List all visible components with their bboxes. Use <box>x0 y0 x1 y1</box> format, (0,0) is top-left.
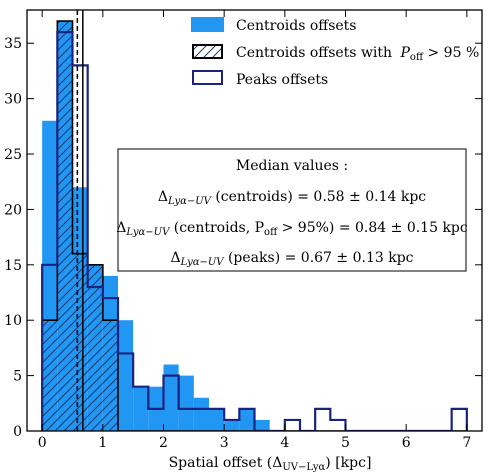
y-tick-label: 5 <box>13 369 22 385</box>
legend-swatch-centroids-pvalue <box>192 44 223 59</box>
x-tick-label: 7 <box>462 435 471 451</box>
centroids-pvalue-bar <box>87 264 103 431</box>
x-tick-label: 5 <box>341 435 350 451</box>
centroids-bar <box>133 386 149 431</box>
y-tick-label: 30 <box>4 92 22 108</box>
centroids-bar <box>239 408 255 431</box>
centroids-bar <box>193 397 209 431</box>
y-tick-label: 35 <box>4 36 22 52</box>
axis-ticks: 0 1 2 3 4 5 6 7 0 5 10 15 20 25 30 35 <box>4 10 482 451</box>
legend-label-peaks: Peaks offsets <box>236 72 328 88</box>
x-tick-label: 4 <box>280 435 289 451</box>
peaks-step-outline <box>41 31 468 431</box>
y-tick-label: 20 <box>4 202 22 218</box>
centroids-bar <box>209 408 225 431</box>
annotation-line-centroids: ΔLyα−UV (centroids) = 0.58 ± 0.14 kpc <box>158 189 426 207</box>
legend-label-centroids-pvalue: Centroids offsets with Poff > 95 % <box>236 45 479 63</box>
centroids-bar <box>163 364 179 431</box>
x-axis-label: Spatial offset (ΔUV−Lyα) [kpc] <box>169 455 372 473</box>
centroids-bar <box>118 320 134 431</box>
median-annotation: Median values : ΔLyα−UV (centroids) = 0.… <box>116 148 468 272</box>
annotation-line-centroids-pvalue: ΔLyα−UV (centroids, Poff > 95%) = 0.84 ±… <box>116 220 468 238</box>
legend: Centroids offsets Centroids offsets with… <box>191 17 479 88</box>
y-tick-label: 0 <box>13 424 22 440</box>
legend-swatch-centroids <box>191 17 224 32</box>
centroids-pvalue-bar <box>42 320 58 431</box>
centroids-pvalue-bars <box>41 20 467 431</box>
peaks-outline <box>41 31 468 431</box>
y-tick-label: 15 <box>4 258 22 274</box>
centroids-pvalue-bar <box>72 253 88 431</box>
x-tick-label: 0 <box>38 435 47 451</box>
median-lines <box>76 10 84 431</box>
centroids-pvalue-bar <box>102 320 118 431</box>
x-tick-label: 6 <box>402 435 411 451</box>
centroids-bar <box>254 419 270 431</box>
plot-frame <box>26 9 483 432</box>
annotation-line-peaks: ΔLyα−UV (peaks) = 0.67 ± 0.13 kpc <box>170 250 413 268</box>
y-tick-label: 10 <box>4 313 22 329</box>
centroids-bar <box>224 419 240 431</box>
centroids-bar <box>178 375 194 431</box>
y-tick-label: 25 <box>4 147 22 163</box>
legend-swatch-peaks <box>192 70 223 85</box>
x-tick-label: 1 <box>98 435 107 451</box>
annotation-box <box>117 148 467 272</box>
x-tick-label: 2 <box>159 435 168 451</box>
annotation-title: Median values : <box>236 158 348 174</box>
legend-label-centroids: Centroids offsets <box>236 18 357 34</box>
x-tick-label: 3 <box>220 435 229 451</box>
centroids-pvalue-bar <box>57 21 73 431</box>
